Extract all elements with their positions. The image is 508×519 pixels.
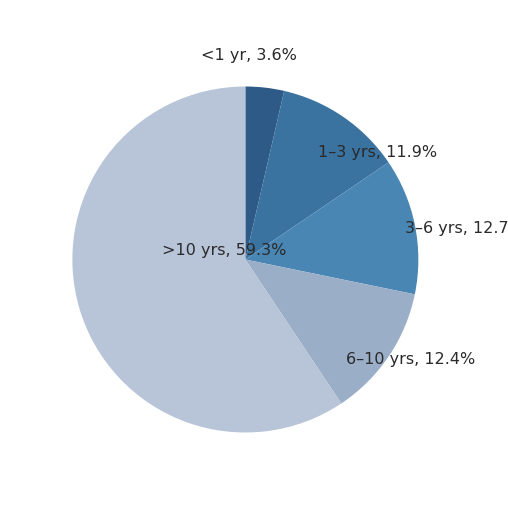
Wedge shape: [72, 87, 341, 432]
Text: 1–3 yrs, 11.9%: 1–3 yrs, 11.9%: [318, 145, 437, 160]
Text: >10 yrs, 59.3%: >10 yrs, 59.3%: [163, 243, 287, 258]
Text: <1 yr, 3.6%: <1 yr, 3.6%: [201, 48, 297, 63]
Text: 3–6 yrs, 12.7%: 3–6 yrs, 12.7%: [404, 221, 508, 236]
Wedge shape: [245, 162, 419, 294]
Wedge shape: [245, 91, 389, 260]
Wedge shape: [245, 260, 415, 403]
Wedge shape: [245, 87, 284, 260]
Text: 6–10 yrs, 12.4%: 6–10 yrs, 12.4%: [345, 352, 475, 367]
